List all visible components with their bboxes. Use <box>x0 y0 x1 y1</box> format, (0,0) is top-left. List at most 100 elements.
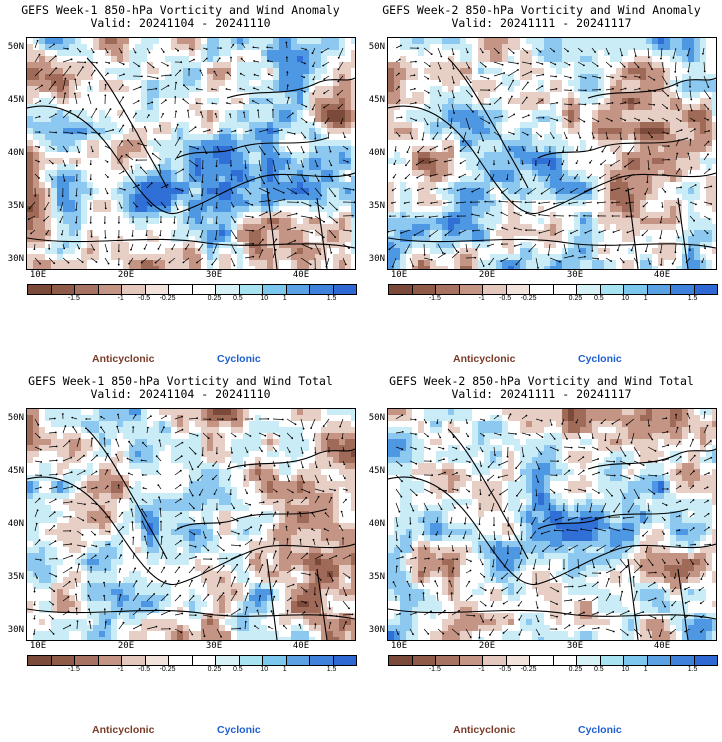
colorbar-swatch <box>600 285 624 294</box>
colorbar <box>388 655 718 666</box>
colorbar-swatch <box>239 656 263 665</box>
colorbar-swatch <box>459 656 483 665</box>
colorbar-label: -0.25 <box>159 666 176 673</box>
colorbar-label: 1.5 <box>687 295 698 302</box>
colorbar-swatch <box>333 656 356 665</box>
panel-title: GEFS Week-1 850-hPa Vorticity and Wind A… <box>21 3 340 17</box>
colorbar-label: 0.5 <box>232 295 243 302</box>
panel-title: GEFS Week-1 850-hPa Vorticity and Wind T… <box>28 374 333 388</box>
colorbar-swatch <box>530 656 554 665</box>
lat-label: 35N <box>368 201 385 211</box>
colorbar-label: 0.25 <box>568 295 583 302</box>
colorbar-swatch <box>98 656 122 665</box>
colorbar-swatch <box>553 656 577 665</box>
cyclonic-label: Cyclonic <box>217 724 261 736</box>
colorbar-label: -0.25 <box>520 295 537 302</box>
anticyclonic-label: Anticyclonic <box>92 724 155 736</box>
colorbar-swatch <box>506 285 530 294</box>
lon-label: 30E <box>205 641 223 651</box>
colorbar-swatch <box>51 656 75 665</box>
lon-label: 20E <box>478 270 496 280</box>
vorticity-map <box>387 37 717 270</box>
colorbar-label: -1.5 <box>428 295 441 302</box>
colorbar-swatch <box>122 285 146 294</box>
colorbar-swatch <box>624 285 648 294</box>
panel-valid-dates: Valid: 20241104 - 20241110 <box>90 387 271 401</box>
colorbar-swatch <box>192 656 216 665</box>
colorbar-label: 0.5 <box>593 295 604 302</box>
lat-label: 40N <box>368 148 385 158</box>
colorbar-swatch <box>600 656 624 665</box>
colorbar-swatch <box>28 656 52 665</box>
colorbar-label: -0.25 <box>159 295 176 302</box>
panel-valid-dates: Valid: 20241104 - 20241110 <box>90 16 271 30</box>
lon-label: 40E <box>653 641 671 651</box>
lat-label: 50N <box>368 413 385 423</box>
colorbar-swatch <box>263 285 287 294</box>
lon-label: 20E <box>478 641 496 651</box>
lat-label: 45N <box>368 466 385 476</box>
colorbar-label: -0.25 <box>520 666 537 673</box>
map-panel-3: GEFS Week-1 850-hPa Vorticity and Wind T… <box>0 371 361 742</box>
colorbar-label: 0.5 <box>593 666 604 673</box>
colorbar-label: 0.25 <box>207 666 222 673</box>
colorbar-swatch <box>671 656 695 665</box>
map-panel-4: GEFS Week-2 850-hPa Vorticity and Wind T… <box>361 371 722 742</box>
colorbar-label: 1 <box>643 295 648 302</box>
lat-label: 35N <box>7 572 24 582</box>
map-panel-1: GEFS Week-1 850-hPa Vorticity and Wind A… <box>0 0 361 371</box>
colorbar-swatch <box>169 285 193 294</box>
colorbar-swatch <box>263 656 287 665</box>
colorbar <box>27 284 357 295</box>
colorbar-swatch <box>624 656 648 665</box>
anticyclonic-label: Anticyclonic <box>453 353 516 365</box>
colorbar-label: 0.25 <box>207 295 222 302</box>
lon-label: 30E <box>205 270 223 280</box>
colorbar-swatch <box>286 656 310 665</box>
colorbar-center-mark: 10 <box>621 295 630 302</box>
lon-label: 10E <box>29 641 47 651</box>
colorbar-swatch <box>694 656 717 665</box>
lon-label: 40E <box>292 641 310 651</box>
colorbar-swatch <box>169 656 193 665</box>
colorbar-swatch <box>75 285 99 294</box>
colorbar-swatch <box>647 656 671 665</box>
vorticity-map <box>387 408 717 641</box>
lon-label: 40E <box>653 270 671 280</box>
lat-label: 30N <box>368 625 385 635</box>
lon-label: 10E <box>390 270 408 280</box>
map-field <box>388 409 716 640</box>
colorbar <box>388 284 718 295</box>
colorbar-swatch <box>671 285 695 294</box>
colorbar-label: 1 <box>282 666 287 673</box>
lat-label: 35N <box>7 201 24 211</box>
colorbar-label: 1.5 <box>326 295 337 302</box>
anticyclonic-label: Anticyclonic <box>453 724 516 736</box>
lon-label: 30E <box>566 641 584 651</box>
colorbar-label: -0.5 <box>499 295 512 302</box>
colorbar-swatch <box>577 285 601 294</box>
colorbar-swatch <box>192 285 216 294</box>
map-field <box>27 409 355 640</box>
colorbar-swatch <box>412 285 436 294</box>
colorbar-swatch <box>28 285 52 294</box>
colorbar-swatch <box>145 285 169 294</box>
colorbar-label: -0.5 <box>499 666 512 673</box>
colorbar-label: -1 <box>478 295 485 302</box>
colorbar-swatch <box>98 285 122 294</box>
lon-label: 20E <box>117 270 135 280</box>
lat-label: 45N <box>368 95 385 105</box>
colorbar-swatch <box>75 656 99 665</box>
colorbar-center-mark: 10 <box>621 666 630 673</box>
lat-label: 45N <box>7 466 24 476</box>
colorbar-label: -0.5 <box>138 295 151 302</box>
colorbar-swatch <box>122 656 146 665</box>
colorbar-label: -1 <box>117 666 124 673</box>
lat-label: 35N <box>368 572 385 582</box>
lat-label: 30N <box>7 254 24 264</box>
map-panel-2: GEFS Week-2 850-hPa Vorticity and Wind A… <box>361 0 722 371</box>
panel-title: GEFS Week-2 850-hPa Vorticity and Wind T… <box>389 374 694 388</box>
lon-label: 10E <box>29 270 47 280</box>
colorbar-swatch <box>51 285 75 294</box>
cyclonic-label: Cyclonic <box>578 353 622 365</box>
